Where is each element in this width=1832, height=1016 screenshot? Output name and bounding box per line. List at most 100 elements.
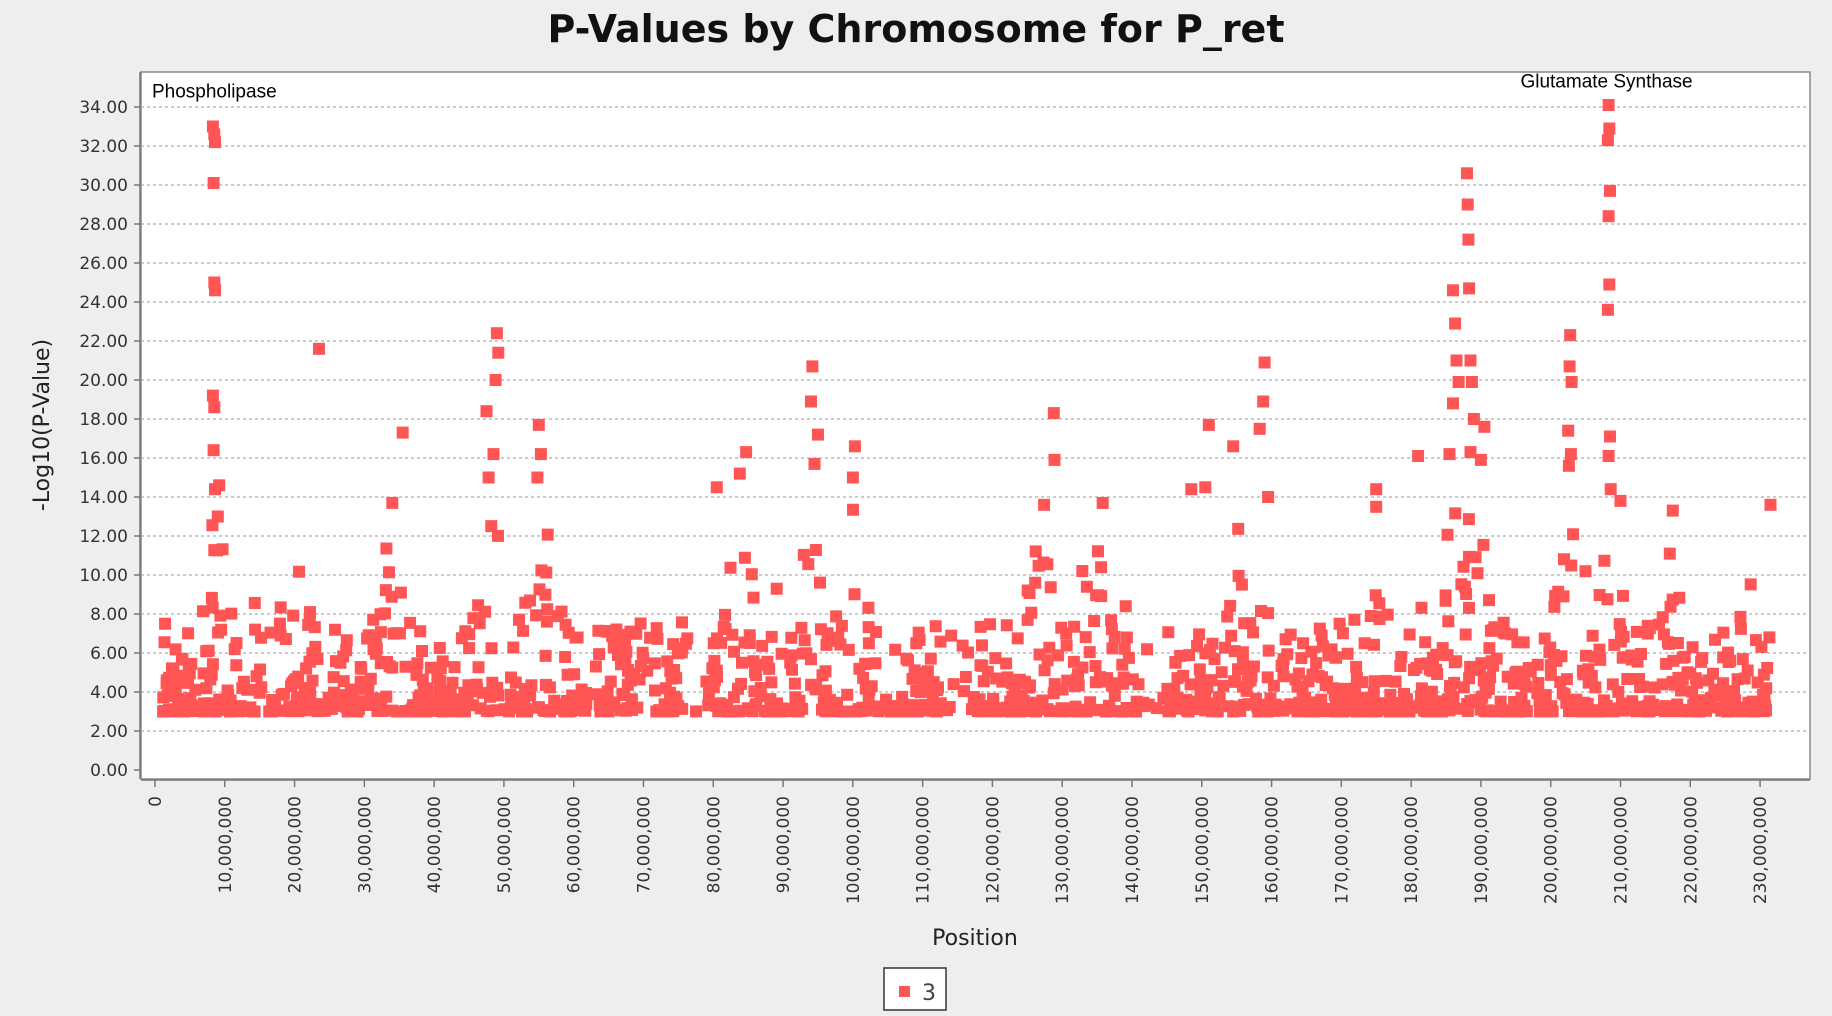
data-point bbox=[1478, 420, 1491, 433]
data-point bbox=[1038, 498, 1051, 511]
y-tick-label: 24.00 bbox=[79, 293, 128, 313]
data-point bbox=[1564, 448, 1577, 461]
y-tick-label: 20.00 bbox=[79, 371, 128, 391]
x-tick-label: 30,000,000 bbox=[355, 796, 375, 893]
annotation-label: Glutamate Synthase bbox=[1520, 72, 1692, 93]
x-tick-label: 220,000,000 bbox=[1681, 796, 1701, 904]
data-point bbox=[487, 448, 500, 461]
data-point bbox=[1461, 198, 1474, 211]
data-point bbox=[386, 496, 399, 509]
data-point bbox=[1370, 483, 1383, 496]
data-point bbox=[1202, 418, 1215, 431]
data-point bbox=[1465, 376, 1478, 388]
data-point bbox=[482, 471, 495, 484]
data-point bbox=[1449, 317, 1462, 330]
data-point bbox=[1604, 430, 1616, 443]
data-point bbox=[1603, 278, 1616, 291]
data-point bbox=[1601, 303, 1614, 316]
data-point bbox=[207, 177, 220, 189]
y-tick-label: 34.00 bbox=[79, 98, 128, 118]
y-tick-label: 2.00 bbox=[90, 722, 128, 742]
x-tick-label: 150,000,000 bbox=[1193, 796, 1213, 904]
data-point bbox=[1562, 459, 1575, 472]
data-point bbox=[1564, 329, 1577, 342]
data-point bbox=[531, 471, 544, 484]
y-tick-label: 16.00 bbox=[79, 449, 128, 469]
data-point bbox=[806, 360, 819, 373]
data-point bbox=[480, 405, 493, 418]
legend-label: 3 bbox=[922, 981, 936, 1006]
data-point bbox=[1096, 496, 1109, 509]
data-point bbox=[1257, 395, 1270, 408]
data-point bbox=[492, 346, 505, 359]
data-point bbox=[1461, 167, 1473, 180]
data-point bbox=[1603, 122, 1616, 135]
data-point bbox=[1604, 483, 1617, 496]
chart-title: P-Values by Chromosome for P_ret bbox=[547, 7, 1284, 51]
x-tick-label: 10,000,000 bbox=[216, 796, 236, 893]
data-point bbox=[1604, 184, 1616, 197]
annotations: Phospholipase Glutamate Synthase bbox=[152, 72, 1693, 103]
x-tick-label: 190,000,000 bbox=[1472, 796, 1492, 904]
data-point bbox=[1443, 448, 1456, 461]
y-axis-label: -Log10(P-Value) bbox=[30, 339, 55, 511]
data-point bbox=[1450, 354, 1463, 367]
x-tick-label: 40,000,000 bbox=[425, 796, 445, 893]
y-tick-label: 28.00 bbox=[79, 215, 128, 235]
x-tick-label: 100,000,000 bbox=[844, 796, 864, 904]
data-point bbox=[805, 395, 817, 408]
data-point bbox=[1452, 376, 1465, 388]
y-tick-label: 26.00 bbox=[79, 254, 128, 274]
gridlines bbox=[141, 106, 1810, 732]
data-point bbox=[532, 418, 545, 431]
data-point bbox=[846, 471, 859, 484]
x-tick-label: 120,000,000 bbox=[983, 796, 1003, 904]
data-point bbox=[848, 440, 861, 453]
data-point bbox=[1602, 210, 1615, 223]
y-tick-label: 6.00 bbox=[90, 644, 128, 664]
x-tick-label: 140,000,000 bbox=[1123, 796, 1143, 904]
data-point bbox=[209, 284, 221, 297]
data-point bbox=[1447, 397, 1459, 410]
data-point bbox=[1262, 491, 1275, 503]
x-axis-label: Position bbox=[932, 926, 1018, 951]
data-point bbox=[490, 327, 503, 340]
x-tick-label: 230,000,000 bbox=[1751, 796, 1771, 904]
x-tick-label: 180,000,000 bbox=[1402, 796, 1422, 904]
data-point bbox=[1258, 356, 1271, 369]
data-point bbox=[1463, 282, 1476, 295]
legend-marker bbox=[899, 986, 910, 997]
x-tick-label: 80,000,000 bbox=[704, 796, 724, 893]
y-tick-label: 30.00 bbox=[79, 176, 128, 196]
data-point bbox=[1601, 134, 1614, 147]
y-tick-label: 22.00 bbox=[79, 332, 128, 352]
y-tick-label: 32.00 bbox=[79, 137, 128, 157]
data-point bbox=[1614, 494, 1627, 507]
data-point bbox=[812, 428, 824, 441]
x-tick-label: 160,000,000 bbox=[1263, 796, 1283, 904]
y-tick-label: 4.00 bbox=[90, 683, 128, 703]
data-point bbox=[1565, 376, 1578, 388]
y-tick-label: 12.00 bbox=[79, 527, 128, 547]
data-point bbox=[208, 401, 221, 414]
data-point bbox=[1447, 284, 1459, 297]
data-point bbox=[1464, 446, 1477, 459]
y-tick-label: 8.00 bbox=[90, 605, 128, 625]
data-point bbox=[1412, 450, 1425, 462]
background-points-path bbox=[157, 503, 1776, 718]
x-tick-label: 200,000,000 bbox=[1542, 796, 1562, 904]
data-point bbox=[209, 136, 221, 149]
y-tick-label: 14.00 bbox=[79, 488, 128, 508]
data-point bbox=[1562, 424, 1575, 437]
x-tick-label: 0 bbox=[146, 796, 166, 807]
legend-box bbox=[883, 967, 947, 1011]
data-point bbox=[1227, 440, 1240, 453]
data-point bbox=[211, 510, 224, 523]
x-tick-label: 90,000,000 bbox=[774, 796, 794, 893]
data-point bbox=[1462, 233, 1475, 246]
data-point bbox=[1047, 407, 1060, 420]
data-point bbox=[313, 342, 325, 355]
data-point bbox=[1370, 500, 1383, 513]
legend: 3 bbox=[883, 967, 947, 1011]
